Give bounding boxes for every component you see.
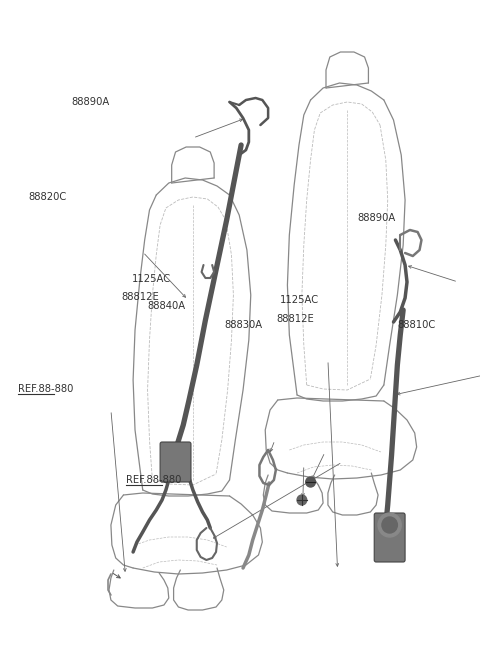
Text: 88830A: 88830A xyxy=(224,319,262,330)
FancyBboxPatch shape xyxy=(160,442,191,482)
Circle shape xyxy=(306,477,315,487)
Text: 88890A: 88890A xyxy=(358,213,396,223)
Circle shape xyxy=(297,495,307,505)
Circle shape xyxy=(378,513,401,537)
Text: REF.88-880: REF.88-880 xyxy=(126,474,181,485)
Circle shape xyxy=(382,517,397,533)
Text: 1125AC: 1125AC xyxy=(280,294,319,305)
Text: 88840A: 88840A xyxy=(147,301,185,311)
Text: 1125AC: 1125AC xyxy=(132,273,171,284)
FancyBboxPatch shape xyxy=(374,513,405,562)
Text: 88812E: 88812E xyxy=(277,314,314,325)
Text: REF.88-880: REF.88-880 xyxy=(18,384,73,394)
Text: 88820C: 88820C xyxy=(29,192,67,202)
Text: 88810C: 88810C xyxy=(397,319,435,330)
Text: 88890A: 88890A xyxy=(72,97,110,107)
Text: 88812E: 88812E xyxy=(121,292,159,302)
